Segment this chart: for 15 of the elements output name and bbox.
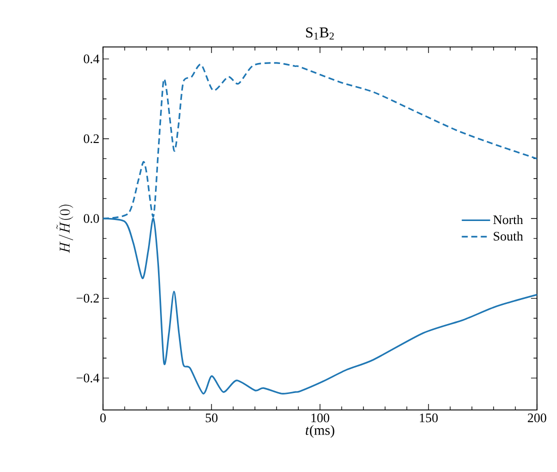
x-tick-label: 0 [100,414,106,422]
y-tick-label: 0.0 [84,214,99,223]
y-tick-label: 0.4 [84,54,100,64]
y-axis-title: $H/\tilde{H}(0)$ [56,204,74,254]
x-tick-label: 50 [206,414,218,422]
y-tick-label: −0.2 [76,294,99,303]
x-axis-title: t(ms) [306,425,334,438]
legend-label: South [494,231,523,241]
chart-title: S$_{1}$B$_{2}$ [306,27,334,40]
x-tick-label: 150 [420,414,438,422]
legend-label: North [493,215,523,224]
x-tick-label: 100 [311,414,330,422]
y-tick-label: −0.4 [76,374,100,382]
x-tick-label: 200 [528,414,546,422]
y-tick-label: 0.2 [84,134,99,144]
